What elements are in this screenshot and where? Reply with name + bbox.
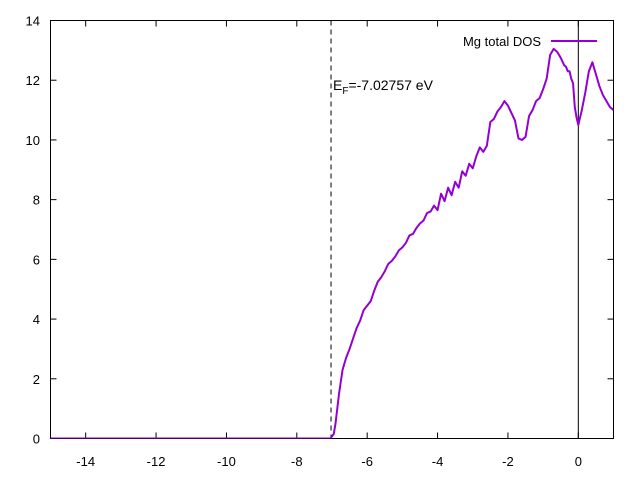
y-tick-label: 14 bbox=[26, 14, 40, 29]
legend-label-mg-total-dos: Mg total DOS bbox=[463, 34, 541, 49]
annotation-subscript: F bbox=[342, 86, 348, 97]
x-tick-label: 0 bbox=[575, 454, 582, 469]
x-tick-label: -12 bbox=[147, 454, 166, 469]
ticks-layer: -14 -12 -10 -8 -6 -4 -2 0 0 2 4 6 8 10 12 14 bbox=[26, 14, 614, 469]
y-tick-label: 0 bbox=[33, 432, 40, 447]
annotation-prefix: E bbox=[333, 77, 342, 93]
legend: Mg total DOS bbox=[463, 34, 597, 49]
y-tick-label: 10 bbox=[26, 133, 40, 148]
x-tick-label: -2 bbox=[502, 454, 514, 469]
y-tick-label: 12 bbox=[26, 73, 40, 88]
x-tick-label: -4 bbox=[432, 454, 444, 469]
y-tick-label: 2 bbox=[33, 372, 40, 387]
plot-frame bbox=[50, 20, 614, 439]
reference-lines bbox=[330, 20, 579, 439]
series-line-mg-total-dos bbox=[50, 47, 614, 439]
annotation-suffix: =-7.02757 eV bbox=[348, 77, 433, 93]
series-layer bbox=[50, 47, 614, 439]
x-tick-label: -8 bbox=[291, 454, 303, 469]
y-tick-label: 6 bbox=[33, 252, 40, 267]
fermi-level-annotation: EF=-7.02757 eV bbox=[333, 77, 434, 97]
y-tick-label: 4 bbox=[33, 312, 40, 327]
x-tick-label: -6 bbox=[361, 454, 373, 469]
y-tick-label: 8 bbox=[33, 193, 40, 208]
x-tick-label: -10 bbox=[217, 454, 236, 469]
x-tick-label: -14 bbox=[76, 454, 95, 469]
